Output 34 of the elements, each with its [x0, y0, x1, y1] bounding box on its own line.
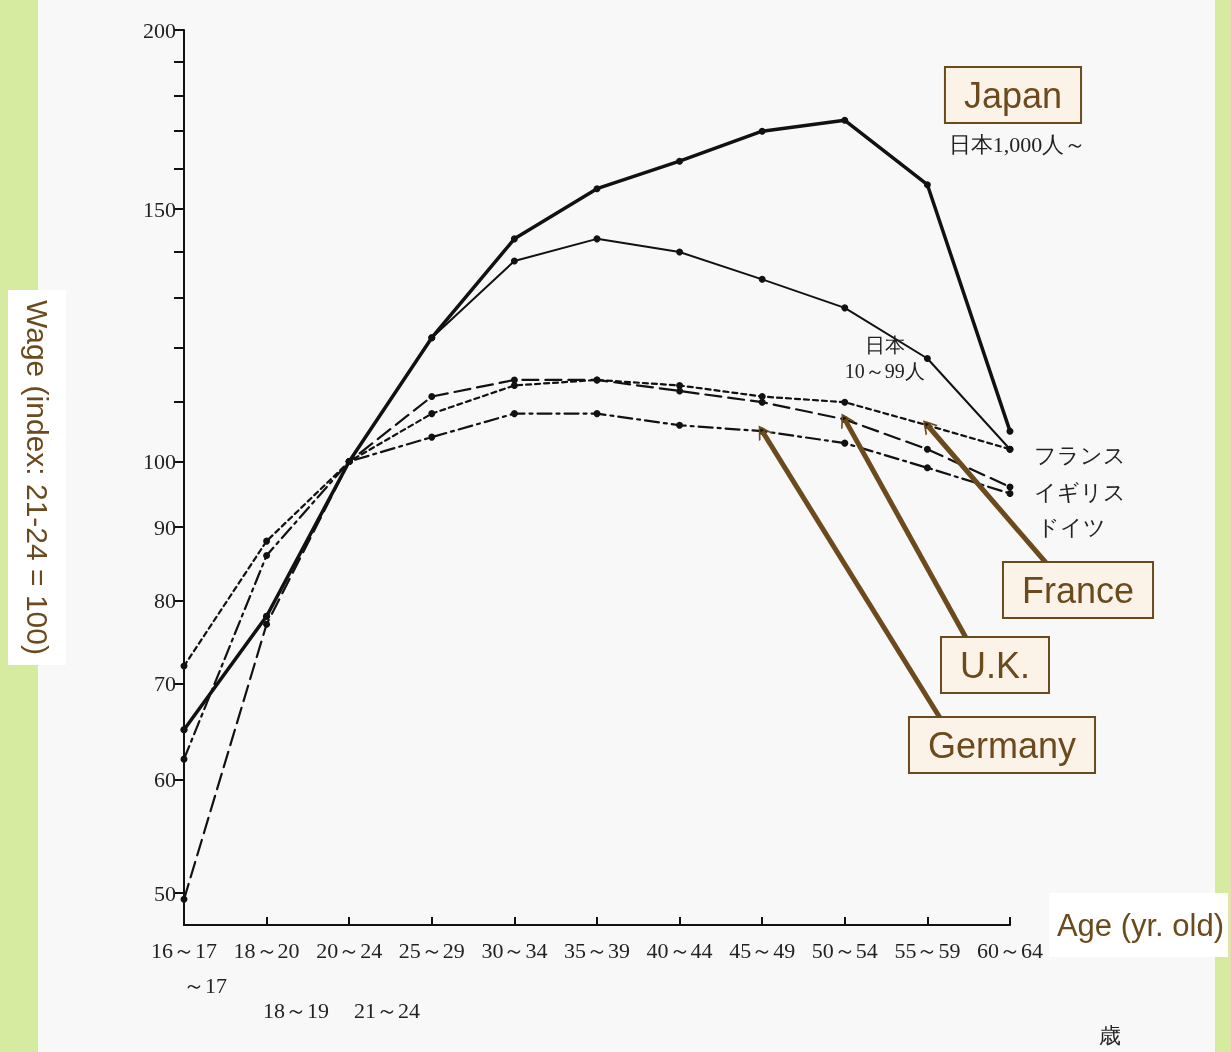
x-axis-title: Age (yr. old) — [1056, 907, 1224, 943]
x-tick-label: 55～59 — [894, 937, 961, 963]
annotation: Germany — [927, 724, 1077, 766]
y-tick-label: 200 — [143, 17, 176, 43]
x-tick-label: 25～29 — [398, 937, 465, 963]
y-tick-label: 60 — [154, 767, 176, 793]
series-label: イギリス — [1033, 480, 1126, 506]
y-tick-label: 150 — [143, 196, 176, 222]
annotation: France — [1021, 569, 1135, 611]
y-tick-label: 50 — [154, 880, 176, 906]
x-tick-label: 35～39 — [563, 937, 630, 963]
series-label: 日本 10～99人 — [844, 333, 925, 382]
y-tick-label: 90 — [154, 514, 176, 540]
text: 歳 — [1099, 1022, 1121, 1048]
series-label: フランス — [1033, 442, 1126, 468]
series-label: 日本1,000人～ — [948, 132, 1087, 158]
y-axis-title: Wage (index: 21-24 = 100) — [20, 300, 54, 655]
x-tick-label: 18～20 — [233, 937, 300, 963]
text: 18～19 — [263, 997, 329, 1023]
x-tick-label: 50～54 — [811, 937, 878, 963]
x-tick-label: 30～34 — [481, 937, 548, 963]
y-tick-label: 80 — [154, 587, 176, 613]
annotation: Japan — [963, 74, 1063, 116]
x-tick-label: 20～24 — [316, 937, 383, 963]
y-tick-label: 100 — [143, 449, 176, 475]
x-tick-label: 40～44 — [646, 937, 713, 963]
annotation: U.K. — [959, 644, 1031, 686]
text: 21～24 — [354, 997, 420, 1023]
x-tick-label: 16～17 — [151, 937, 217, 963]
x-tick-label: 45～49 — [729, 937, 796, 963]
text: ～17 — [183, 972, 227, 998]
y-tick-label: 70 — [154, 671, 176, 697]
series-label: ドイツ — [1037, 514, 1107, 540]
x-tick-label: 60～64 — [976, 937, 1043, 963]
